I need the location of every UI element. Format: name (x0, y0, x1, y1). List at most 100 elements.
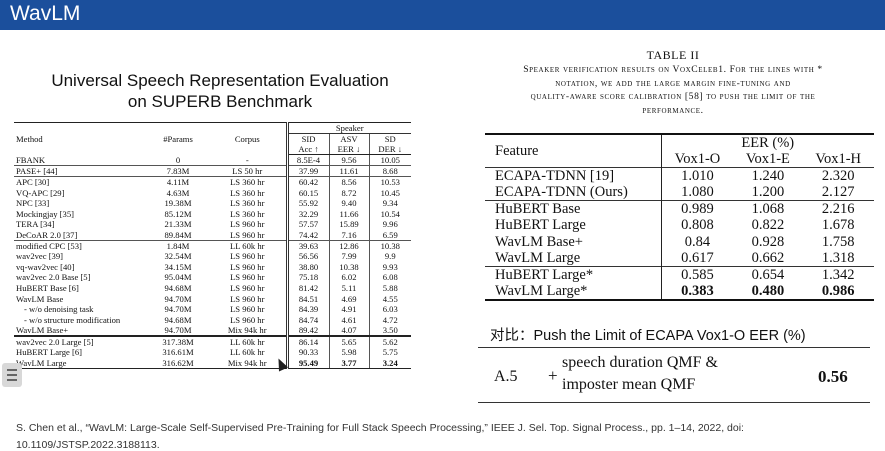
superb-header-row-3: Acc ↑ EER ↓ DER ↓ (14, 144, 411, 156)
superb-table-row: DeCoAR 2.0 [37] 89.84M LS 960 hr 74.42 7.16 6… (14, 229, 411, 241)
corpus-cell: Mix 94k hr (227, 325, 267, 335)
table-label: TABLE II (646, 48, 700, 62)
asv-cell: 12.86 (328, 239, 369, 251)
params-cell: 4.11M (147, 176, 209, 188)
vox1-e-cell: 0.662 (751, 249, 785, 266)
a5-plus: + (548, 366, 558, 385)
feature-cell: HuBERT Base (485, 200, 661, 217)
vox1-o-cell: 1.010 (660, 167, 734, 184)
sv-table-row: WavLM Large* 0.383 0.480 0.986 (485, 282, 874, 301)
superb-table-row: wav2vec [39] 32.54M LS 960 hr 56.56 7.99 9.9 (14, 250, 411, 262)
col-sd-sub: DER ↓ (368, 144, 411, 156)
sv-table-row: ECAPA-TDNN [19] 1.010 1.240 2.320 (485, 167, 874, 184)
asv-cell: 9.40 (328, 197, 369, 209)
left-section-title: Universal Speech Representation Evaluati… (30, 70, 410, 112)
asv-cell: 6.02 (328, 272, 369, 283)
sid-cell: 95.49 (285, 357, 329, 369)
superb-table-row: wav2vec 2.0 Large [5] 317.38M LL 60k hr 86.… (14, 335, 411, 347)
caption-line3: quality-aware score calibration [58] to … (530, 91, 816, 102)
sid-cell: 90.33 (285, 347, 329, 358)
asv-cell: 11.66 (328, 208, 369, 220)
col-method: Method (14, 121, 147, 155)
vox1-h-cell: 2.216 (802, 200, 874, 217)
sid-cell: 75.18 (285, 272, 329, 283)
a5-description: speech duration QMF & imposter mean QMF (562, 352, 718, 396)
corpus-cell: LS 360 hr (230, 208, 265, 219)
col-vox1-e: Vox1-E (745, 151, 790, 167)
feature-cell: HuBERT Large* (485, 265, 661, 283)
superb-table-row: - w/o denoising task 94.70M LS 960 hr 84.39… (14, 303, 411, 315)
superb-header-row-2: SID ASV SD (14, 133, 411, 145)
asv-cell: 7.16 (328, 229, 369, 241)
method-cell: DeCoAR 2.0 [37] (16, 229, 78, 240)
superb-table-row: WavLM Base+ 94.70M Mix 94k hr 89.42 4.07 3.50 (14, 325, 411, 336)
feature-cell: ECAPA-TDNN [19] (485, 167, 661, 184)
vox1-e-cell: 1.200 (751, 184, 785, 200)
corpus-cell: LS 960 hr (230, 261, 265, 272)
col-feature: Feature (485, 133, 661, 168)
superb-table: Method #Params Corpus Speaker SID ASV SD… (14, 121, 411, 369)
sd-cell: 9.93 (368, 261, 411, 273)
sv-table-row: HuBERT Base 0.989 1.068 2.216 (485, 200, 874, 217)
a5-label: A.5 (494, 368, 518, 385)
params-cell: 316.62M (147, 357, 209, 369)
vox1-e-cell: 1.240 (733, 167, 803, 184)
vox1-h-cell: 2.127 (821, 184, 855, 200)
corpus-cell: LS 960 hr (230, 314, 265, 325)
corpus-cell: LS 960 hr (230, 304, 265, 315)
slide-title: WavLM (10, 2, 81, 25)
caption-line1: Speaker verification results on VoxCeleb… (523, 64, 823, 75)
corpus-cell: LS 360 hr (230, 198, 265, 209)
superb-table-row: HuBERT Base [6] 94.68M LS 960 hr 81.42 5.11 5… (14, 282, 411, 294)
asv-cell: 5.98 (328, 347, 369, 358)
sd-cell: 6.59 (368, 229, 411, 241)
params-cell: 95.04M (164, 272, 192, 283)
method-cell: WavLM Base+ (16, 325, 69, 335)
method-cell: - w/o structure modification (24, 314, 121, 325)
method-cell: NPC [33] (16, 198, 50, 209)
corpus-cell: LS 960 hr (230, 219, 265, 230)
method-cell: wav2vec 2.0 Large [5] (14, 335, 147, 347)
corpus-cell: LS 960 hr (230, 251, 265, 262)
sd-cell: 9.34 (368, 197, 411, 209)
caption-line2: notation, we add the large margin fine-t… (555, 77, 791, 89)
col-asv: ASV (328, 133, 369, 145)
sv-table-row: ECAPA-TDNN (Ours) 1.080 1.200 2.127 (485, 184, 874, 201)
method-cell: FBANK (16, 154, 46, 165)
sid-cell: 84.39 (285, 303, 329, 315)
eer-header: EER (%) (660, 133, 874, 151)
sv-header-row-1: Feature EER (%) (485, 133, 874, 168)
col-params: #Params (147, 121, 209, 155)
corpus-cell: LS 960 hr (230, 282, 265, 293)
superb-table-row: NPC [33] 19.38M LS 360 hr 55.92 9.40 9.34 (14, 197, 411, 209)
corpus-cell: LL 60k hr (209, 239, 287, 251)
sid-cell: 39.63 (285, 239, 329, 251)
params-cell: 316.61M (162, 347, 194, 358)
col-vox1-h: Vox1-H (815, 151, 862, 167)
params-cell: 317.38M (147, 335, 209, 347)
sd-cell: 10.45 (368, 187, 411, 198)
corpus-cell: LS 360 hr (209, 176, 287, 188)
asv-cell: 10.38 (328, 261, 369, 273)
params-cell: 94.70M (164, 293, 192, 304)
vox1-h-cell: 2.320 (802, 167, 874, 184)
superb-table-wrap: Method #Params Corpus Speaker SID ASV SD… (14, 121, 411, 369)
method-cell: wav2vec 2.0 Base [5] (16, 272, 91, 283)
asv-cell: 4.91 (328, 303, 369, 315)
params-cell: 0 (175, 154, 181, 165)
superb-table-row: WavLM Large 316.62M Mix 94k hr 95.49 3.77 3.2… (14, 357, 411, 369)
corpus-cell: Mix 94k hr (209, 357, 287, 369)
list-menu-icon[interactable] (2, 363, 22, 387)
vox1-o-cell: 0.617 (660, 249, 734, 267)
sd-cell: 6.08 (368, 272, 411, 283)
caption-line4: performance. (642, 104, 704, 116)
superb-table-row: wav2vec 2.0 Base [5] 95.04M LS 960 hr 75.18… (14, 272, 411, 283)
params-cell: 85.12M (164, 208, 192, 219)
sid-cell: 56.56 (285, 250, 329, 262)
vox1-h-cell: 0.986 (802, 282, 874, 301)
a5-line1: speech duration QMF & (562, 354, 718, 371)
sd-cell: 4.72 (368, 314, 411, 325)
asv-cell: 4.69 (328, 293, 369, 304)
superb-table-row: - w/o structure modification 94.68M LS 960… (14, 314, 411, 325)
sid-cell: 89.42 (285, 325, 329, 336)
